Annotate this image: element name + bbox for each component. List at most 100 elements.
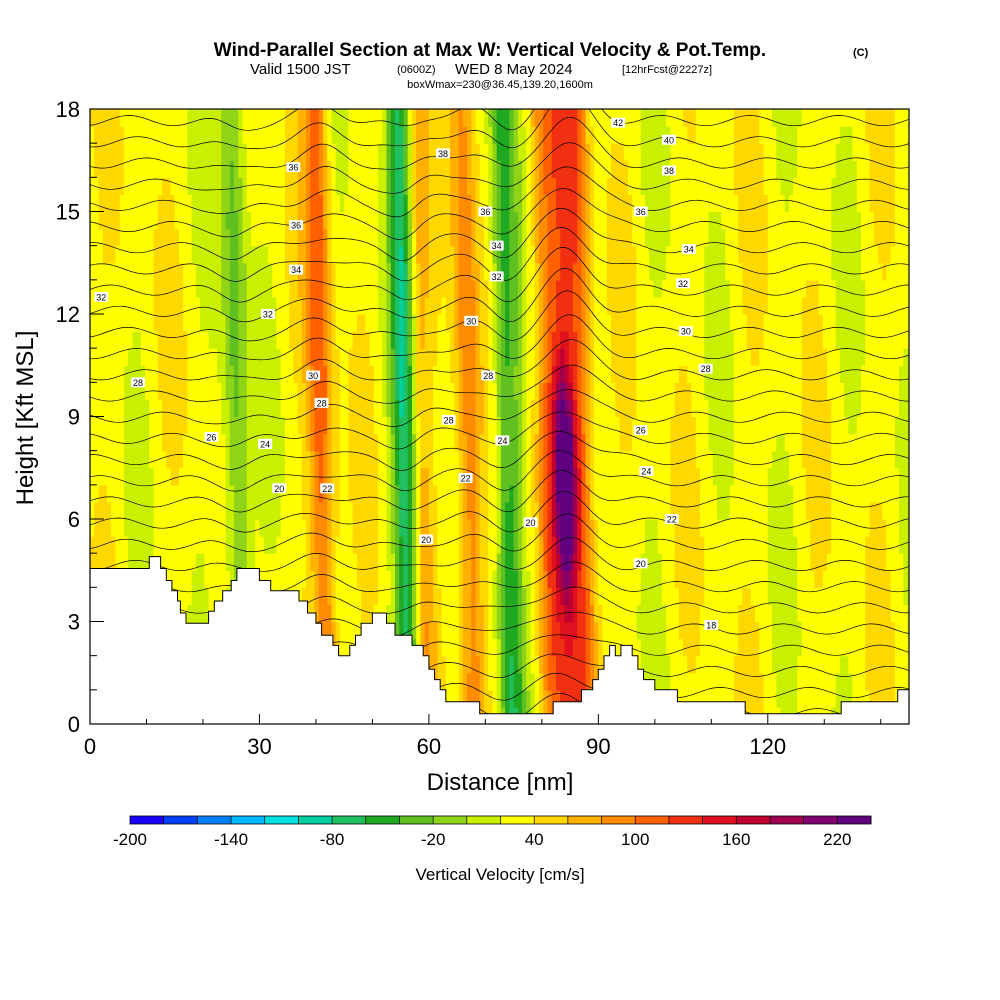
heat-cell <box>140 245 146 264</box>
heat-cell <box>666 467 671 486</box>
heat-cell <box>424 109 430 127</box>
heat-cell <box>623 211 629 230</box>
heat-cell <box>297 570 303 588</box>
heat-cell <box>344 416 349 435</box>
heat-cell <box>475 262 481 281</box>
heat-cell <box>547 279 553 298</box>
heat-cell <box>492 672 498 691</box>
heat-cell <box>166 450 172 469</box>
heat-cell <box>259 143 265 161</box>
heat-cell <box>94 382 99 400</box>
heat-cell <box>128 433 133 452</box>
heat-cell <box>111 228 116 247</box>
heat-cell <box>412 262 417 281</box>
heat-cell <box>310 194 316 213</box>
heat-cell <box>276 126 282 144</box>
heat-cell <box>450 211 455 230</box>
heat-cell <box>649 331 654 349</box>
heat-cell <box>598 194 604 213</box>
heat-cell <box>475 450 481 469</box>
heat-cell <box>331 570 337 588</box>
heat-cell <box>272 382 277 400</box>
heat-cell <box>543 553 549 571</box>
heat-cell <box>666 587 671 605</box>
heat-cell <box>297 467 303 486</box>
heat-cell <box>513 484 519 503</box>
heat-cell <box>106 553 112 571</box>
heat-cell <box>170 331 176 349</box>
heat-cell <box>170 382 176 400</box>
heat-cell <box>534 553 540 571</box>
heat-cell <box>352 109 358 127</box>
heat-cell <box>445 672 451 691</box>
heat-cell <box>284 519 290 537</box>
heat-cell <box>191 570 197 588</box>
heat-cell <box>556 655 561 674</box>
heat-cell <box>293 519 299 537</box>
heat-cell <box>619 570 625 588</box>
heat-cell <box>162 433 167 452</box>
heat-cell <box>492 467 498 486</box>
heat-cell <box>162 126 167 144</box>
heat-cell <box>424 604 430 623</box>
heat-cell <box>467 553 472 571</box>
heat-cell <box>200 570 205 588</box>
heat-cell <box>310 501 316 520</box>
heat-cell <box>556 211 561 230</box>
heat-cell <box>534 211 540 230</box>
heat-cell <box>467 450 472 469</box>
heat-cell <box>94 553 99 571</box>
heat-cell <box>628 467 633 486</box>
heat-cell <box>293 143 299 161</box>
heat-cell <box>395 348 400 366</box>
heat-cell <box>551 262 557 281</box>
heat-cell <box>280 382 286 400</box>
heat-cell <box>551 450 557 469</box>
heat-cell <box>153 262 159 281</box>
heat-cell <box>517 194 523 213</box>
heat-cell <box>98 450 104 469</box>
heat-cell <box>547 604 553 623</box>
heat-cell <box>162 245 167 264</box>
heat-cell <box>589 536 595 554</box>
heat-cell <box>208 382 214 400</box>
heat-cell <box>649 621 654 640</box>
heat-cell <box>115 416 121 435</box>
heat-cell <box>225 348 231 366</box>
heat-cell <box>585 262 591 281</box>
heat-cell <box>339 109 345 127</box>
heat-cell <box>619 536 625 554</box>
heat-cell <box>581 143 587 161</box>
heat-cell <box>310 553 316 571</box>
heat-cell <box>636 655 642 674</box>
heat-cell <box>255 536 260 554</box>
heat-cell <box>513 194 519 213</box>
heat-cell <box>179 570 184 588</box>
heat-cell <box>539 416 544 435</box>
heat-cell <box>602 501 608 520</box>
heat-cell <box>166 484 172 503</box>
heat-cell <box>547 484 553 503</box>
heat-cell <box>657 126 663 144</box>
heat-cell <box>344 143 349 161</box>
heat-cell <box>263 228 269 247</box>
heat-cell <box>657 501 663 520</box>
heat-cell <box>221 484 227 503</box>
heat-cell <box>509 570 515 588</box>
heat-cell <box>166 109 172 127</box>
heat-cell <box>365 314 371 332</box>
heat-cell <box>98 433 104 452</box>
heat-cell <box>420 245 426 264</box>
heat-cell <box>632 450 637 469</box>
heat-cell <box>246 382 252 400</box>
heat-cell <box>289 519 294 537</box>
heat-cell <box>170 433 176 452</box>
heat-cell <box>509 211 515 230</box>
heat-cell <box>623 348 629 366</box>
heat-cell <box>539 621 544 640</box>
heat-cell <box>238 177 244 195</box>
heat-cell <box>242 160 248 178</box>
heat-cell <box>162 296 167 315</box>
heat-cell <box>183 365 188 383</box>
heat-cell <box>399 587 404 605</box>
